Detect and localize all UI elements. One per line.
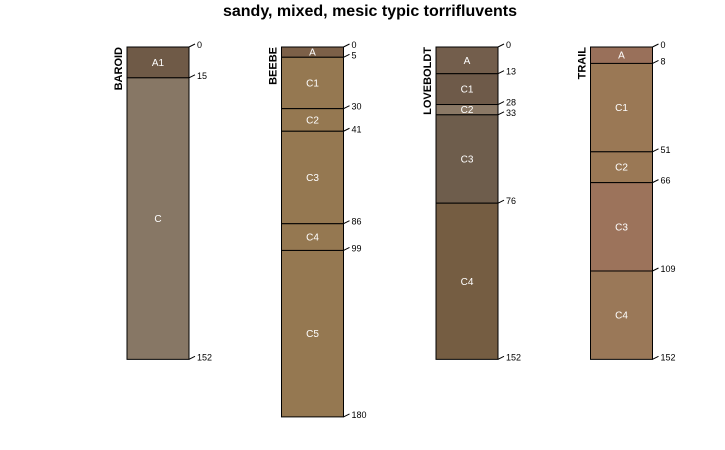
profile-beebe: A C1 C2 C3 C4 C5 05 30 41 86 99 180 BEEBE: [268, 40, 367, 420]
depth-label-beebe-180: 180: [352, 410, 367, 420]
horizon-trail-c2: [590, 151, 653, 184]
depth-label-baroid-0: 0: [197, 40, 202, 50]
depth-tick-trail-109: [652, 267, 659, 272]
depth-tick-loveboldt-0: [497, 43, 505, 48]
depth-tick-loveboldt-28: [497, 101, 505, 105]
horizon-label-trail-c3: C3: [615, 222, 628, 233]
depth-label-beebe-41: 41: [352, 124, 362, 134]
depth-label-loveboldt-28: 28: [506, 98, 516, 108]
profile-name-trail: TRAIL: [577, 47, 589, 80]
depth-label-loveboldt-13: 13: [506, 67, 516, 77]
horizon-label-loveboldt-c3: C3: [461, 154, 474, 165]
horizon-label-trail-a: A: [618, 51, 625, 62]
profile-name-beebe: BEEBE: [268, 47, 280, 85]
depth-tick-loveboldt-13: [497, 70, 505, 75]
horizon-label-beebe-c2: C2: [306, 115, 319, 126]
depth-tick-beebe-180: [343, 413, 350, 418]
horizon-trail-c3: [590, 182, 653, 272]
horizon-baroid-c: [126, 77, 190, 360]
depth-label-loveboldt-0: 0: [506, 40, 511, 50]
depth-label-trail-51: 51: [661, 145, 671, 155]
horizon-loveboldt-c1: [435, 73, 499, 106]
depth-label-baroid-15: 15: [197, 71, 207, 81]
depth-tick-trail-66: [652, 179, 659, 184]
horizon-loveboldt-a: [435, 46, 499, 75]
profile-trail: A C1 C2 C3 C4 0 8 51 66 109 152 TRAIL: [577, 40, 676, 362]
horizon-label-beebe-c3: C3: [306, 173, 319, 184]
depth-tick-baroid-15: [188, 74, 196, 79]
depth-tick-trail-0: [652, 43, 659, 48]
horizon-label-beebe-a: A: [309, 48, 316, 59]
depth-label-loveboldt-33: 33: [506, 108, 516, 118]
depth-label-beebe-99: 99: [352, 243, 362, 253]
horizon-baroid-a1: [126, 46, 190, 79]
profile-baroid: A1 C 0 15 152 BAROID: [113, 40, 212, 362]
depth-label-trail-0: 0: [661, 40, 666, 50]
horizon-loveboldt-c4: [435, 202, 499, 360]
depth-label-beebe-5: 5: [352, 50, 357, 60]
horizon-label-beebe-c4: C4: [306, 233, 319, 244]
depth-label-loveboldt-76: 76: [506, 196, 516, 206]
depth-label-loveboldt-152: 152: [506, 352, 521, 362]
depth-tick-beebe-5: [343, 53, 350, 58]
horizon-label-baroid-c: C: [154, 214, 161, 225]
depth-tick-trail-8: [652, 59, 659, 64]
profile-name-loveboldt: LOVEBOLDT: [422, 47, 434, 115]
depth-tick-loveboldt-152: [497, 355, 505, 360]
horizon-beebe-c5: [281, 249, 344, 418]
horizon-label-beebe-c5: C5: [306, 329, 319, 340]
depth-label-trail-109: 109: [661, 264, 676, 274]
depth-tick-baroid-152: [188, 355, 196, 360]
horizon-label-trail-c2: C2: [615, 163, 628, 174]
horizon-label-loveboldt-c4: C4: [461, 277, 474, 288]
horizon-trail-c1: [590, 62, 653, 153]
depth-tick-beebe-30: [343, 105, 350, 110]
depth-tick-beebe-99: [343, 246, 350, 251]
horizon-label-loveboldt-c1: C1: [461, 85, 474, 96]
horizon-beebe-c3: [281, 130, 344, 225]
horizon-label-baroid-a1: A1: [152, 58, 165, 69]
depth-label-baroid-152: 152: [197, 352, 212, 362]
profile-name-baroid: BAROID: [113, 47, 125, 90]
depth-tick-beebe-0: [343, 43, 350, 48]
depth-tick-loveboldt-76: [497, 199, 505, 204]
horizon-label-trail-c4: C4: [615, 311, 628, 322]
depth-label-trail-152: 152: [661, 352, 676, 362]
depth-tick-loveboldt-33: [497, 111, 505, 116]
horizon-label-trail-c1: C1: [615, 103, 628, 114]
horizon-beebe-c4: [281, 223, 344, 251]
horizon-trail-c4: [590, 270, 653, 360]
depth-tick-beebe-86: [343, 220, 350, 225]
depth-tick-baroid-0: [188, 43, 196, 48]
horizon-label-beebe-c1: C1: [306, 78, 319, 89]
depth-label-trail-66: 66: [661, 176, 671, 186]
horizon-label-loveboldt-a: A: [464, 56, 471, 67]
depth-label-beebe-0: 0: [352, 40, 357, 50]
depth-tick-trail-152: [652, 355, 659, 360]
depth-label-beebe-30: 30: [352, 102, 362, 112]
chart-title: sandy, mixed, mesic typic torrifluvents: [223, 3, 517, 20]
depth-label-beebe-86: 86: [352, 217, 362, 227]
horizon-label-loveboldt-c2: C2: [461, 105, 474, 116]
depth-tick-beebe-41: [343, 127, 350, 132]
depth-label-trail-8: 8: [661, 56, 666, 66]
horizon-beebe-c1: [281, 56, 344, 110]
depth-tick-trail-51: [652, 148, 659, 153]
